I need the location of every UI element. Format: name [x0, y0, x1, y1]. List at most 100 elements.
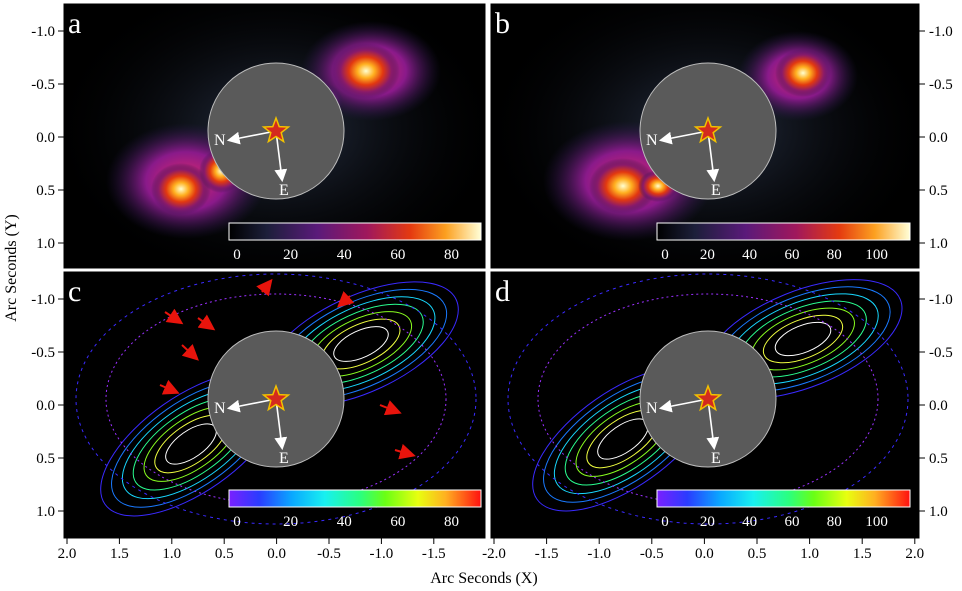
emission-blob: [589, 158, 657, 214]
x-tick-label-right: -0.5: [640, 546, 664, 562]
emission-blob: [151, 163, 211, 215]
colorbar-tick-label: 20: [283, 514, 298, 530]
contour-line: [75, 273, 477, 525]
x-axis-title: Arc Seconds (X): [430, 570, 538, 587]
y-tick-label-right: 0.5: [929, 183, 948, 199]
contour-line: [333, 326, 389, 362]
north-label: N: [646, 132, 658, 149]
y-tick-label-left: 0.5: [36, 451, 55, 467]
colorbar-tick-label: 20: [700, 514, 715, 530]
x-tick-label-right: 2.0: [905, 546, 924, 562]
panel-letter: c: [68, 275, 81, 308]
north-arrow: [226, 398, 277, 413]
east-label: E: [711, 450, 721, 467]
panel-c: N Ec 0 20 40 60 80: [63, 271, 486, 539]
colorbar-tick-label: 60: [784, 514, 799, 530]
feature-arrow: [159, 379, 180, 395]
y-tick-label-left: -0.5: [31, 77, 55, 93]
north-label: N: [646, 400, 658, 417]
colorbar-tick-label: 80: [827, 247, 842, 263]
y-tick-label-left: -1.0: [31, 24, 55, 40]
east-arrow: [706, 130, 720, 183]
panel-letter: d: [495, 275, 510, 308]
colorbar-tick-label: 40: [337, 514, 352, 530]
y-tick-label-left: -1.0: [31, 292, 55, 308]
x-tick-label-right: 1.5: [853, 546, 872, 562]
colorbar-tick-label: 100: [865, 247, 888, 263]
x-tick-label-left: -0.5: [317, 546, 341, 562]
y-tick-label-right: 0.5: [929, 451, 948, 467]
y-tick-label-left: 0.0: [36, 130, 55, 146]
panel-b: N Eb 0 20 40 60 80 100: [490, 3, 920, 269]
x-tick-label-right: 0.5: [748, 546, 767, 562]
x-tick-label-right: -2.0: [482, 546, 506, 562]
feature-arrow: [337, 291, 355, 308]
y-tick-label-right: 0.0: [929, 398, 948, 414]
east-arrow: [706, 398, 720, 451]
colorbar-tick-label: 60: [390, 247, 405, 263]
panel-frame: [490, 3, 920, 269]
x-tick-label-left: 2.0: [58, 546, 77, 562]
y-axis-title: Arc Seconds (Y): [3, 214, 20, 322]
east-arrow: [274, 398, 288, 451]
panel-d: N Ed 0 20 40 60 80 100: [490, 271, 920, 539]
y-tick-label-right: -1.0: [929, 24, 953, 40]
colorbar: [656, 489, 911, 508]
east-label: E: [279, 182, 289, 199]
colorbar-tick-label: 60: [390, 514, 405, 530]
feature-arrow: [379, 400, 402, 416]
colorbar-tick-label: 0: [661, 514, 669, 530]
y-tick-label-right: 1.0: [929, 504, 948, 520]
contour-line: [762, 314, 844, 364]
y-tick-label-right: -0.5: [929, 345, 953, 361]
north-arrow: [658, 398, 709, 413]
y-tick-label-right: 0.0: [929, 130, 948, 146]
colorbar-tick-label: 80: [827, 514, 842, 530]
feature-arrow: [394, 443, 416, 460]
north-label: N: [214, 400, 226, 417]
x-tick-label-left: 1.0: [162, 546, 181, 562]
colorbar: [228, 222, 482, 241]
x-tick-label-left: 0.0: [267, 546, 286, 562]
x-tick-label-right: 0.0: [695, 546, 714, 562]
colorbar-tick-label: 0: [233, 247, 241, 263]
x-tick-label-left: -1.0: [370, 546, 394, 562]
panel-a: N Ea 0 20 40 60 80: [63, 3, 486, 269]
star-marker: [261, 115, 291, 144]
y-tick-label-right: 1.0: [929, 236, 948, 252]
x-tick-label-left: 0.5: [215, 546, 234, 562]
colorbar-tick-label: 0: [233, 514, 241, 530]
star-marker: [693, 383, 723, 412]
x-tick-label-left: -1.5: [422, 546, 446, 562]
x-tick-label-right: 1.0: [800, 546, 819, 562]
contour-line: [537, 293, 879, 505]
colorbar: [656, 222, 911, 241]
y-tick-label-left: 1.0: [36, 504, 55, 520]
colorbar-tick-label: 40: [742, 247, 757, 263]
east-arrow: [274, 130, 288, 183]
north-arrow: [658, 130, 709, 145]
feature-arrow: [256, 278, 273, 297]
east-label: E: [279, 450, 289, 467]
feature-arrow: [197, 314, 216, 331]
colorbar-tick-label: 0: [661, 247, 669, 263]
colorbar-tick-label: 20: [700, 247, 715, 263]
colorbar-tick-label: 100: [865, 514, 888, 530]
colorbar-tick-label: 20: [283, 247, 298, 263]
y-tick-label-right: -0.5: [929, 77, 953, 93]
north-label: N: [214, 132, 226, 149]
colorbar: [228, 489, 482, 508]
east-label: E: [711, 182, 721, 199]
y-tick-label-left: 1.0: [36, 236, 55, 252]
contour-line: [105, 293, 447, 505]
emission-blob: [332, 43, 400, 99]
panel-frame: [63, 3, 486, 269]
y-tick-label-left: -0.5: [31, 345, 55, 361]
colorbar-tick-label: 60: [784, 247, 799, 263]
feature-arrow: [181, 343, 199, 361]
y-tick-label-left: 0.5: [36, 183, 55, 199]
feature-arrow: [164, 308, 184, 325]
x-tick-label-right: -1.0: [587, 546, 611, 562]
north-arrow: [226, 130, 277, 145]
